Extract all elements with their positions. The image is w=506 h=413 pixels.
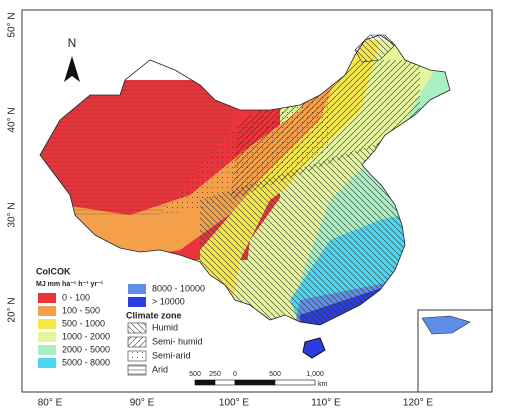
climate-label: Humid [152,322,178,332]
legend-swatch [128,284,146,294]
climate-swatch [127,322,147,334]
scale-segment [214,379,236,386]
lon-label: 120° E [403,398,433,409]
scale-unit: km [318,381,328,388]
hainan [302,337,326,359]
legend-swatch [38,293,56,303]
legend-label: 8000 - 10000 [152,283,205,293]
scale-label: 0 [233,371,237,378]
legend-swatch [38,332,56,342]
legend-swatch [38,358,56,368]
scale-label: 1,000 [306,371,324,378]
legend-label: > 10000 [152,296,185,306]
lon-labels: 80° E 90° E 100° E 110° E 120° E [38,398,434,409]
scale-segment [234,379,276,386]
legend-label: 0 - 100 [62,292,90,302]
legend-label: 500 - 1000 [62,318,105,328]
scale-label: 500 [269,371,281,378]
legend-label: 100 - 500 [62,305,100,315]
legend-swatch [38,345,56,355]
climate-swatch [127,336,147,348]
scale-bar: 500 250 0 500 1,000 km [189,371,327,388]
scale-label: 500 [189,371,201,378]
climate-label: Semi-arid [152,350,191,360]
climate-title: Climate zone [126,310,182,320]
north-label: N [68,36,77,50]
lat-label: 30° N [7,202,18,227]
legend-swatch [128,297,146,307]
legend: ColCOK MJ mm ha⁻¹ h⁻¹ yr⁻¹ Climate zone … [36,266,205,376]
lon-label: 80° E [38,398,63,409]
scale-segment [194,379,216,386]
legend-unit: MJ mm ha⁻¹ h⁻¹ yr⁻¹ [36,281,104,288]
legend-title: ColCOK [36,266,71,276]
climate-swatch [127,364,147,376]
lat-label: 20° N [7,297,18,322]
legend-label: 1000 - 2000 [62,331,110,341]
scale-segment [274,379,316,386]
north-arrow [64,56,80,82]
legend-swatch [38,306,56,316]
legend-label: 5000 - 8000 [62,357,110,367]
legend-label: 2000 - 5000 [62,344,110,354]
lon-label: 100° E [219,398,249,409]
lon-label: 110° E [311,398,341,409]
legend-swatch [38,319,56,329]
lon-label: 90° E [130,398,155,409]
climate-hatching [40,60,420,325]
lat-label: 40° N [7,107,18,132]
climate-swatch [127,350,147,362]
outside-region [354,34,396,63]
climate-label: Semi- humid [152,336,203,346]
climate-label: Arid [152,364,168,374]
lat-label: 50° N [7,12,18,37]
scale-label: 250 [209,371,221,378]
lat-labels: 50° N 40° N 30° N 20° N [7,12,18,322]
